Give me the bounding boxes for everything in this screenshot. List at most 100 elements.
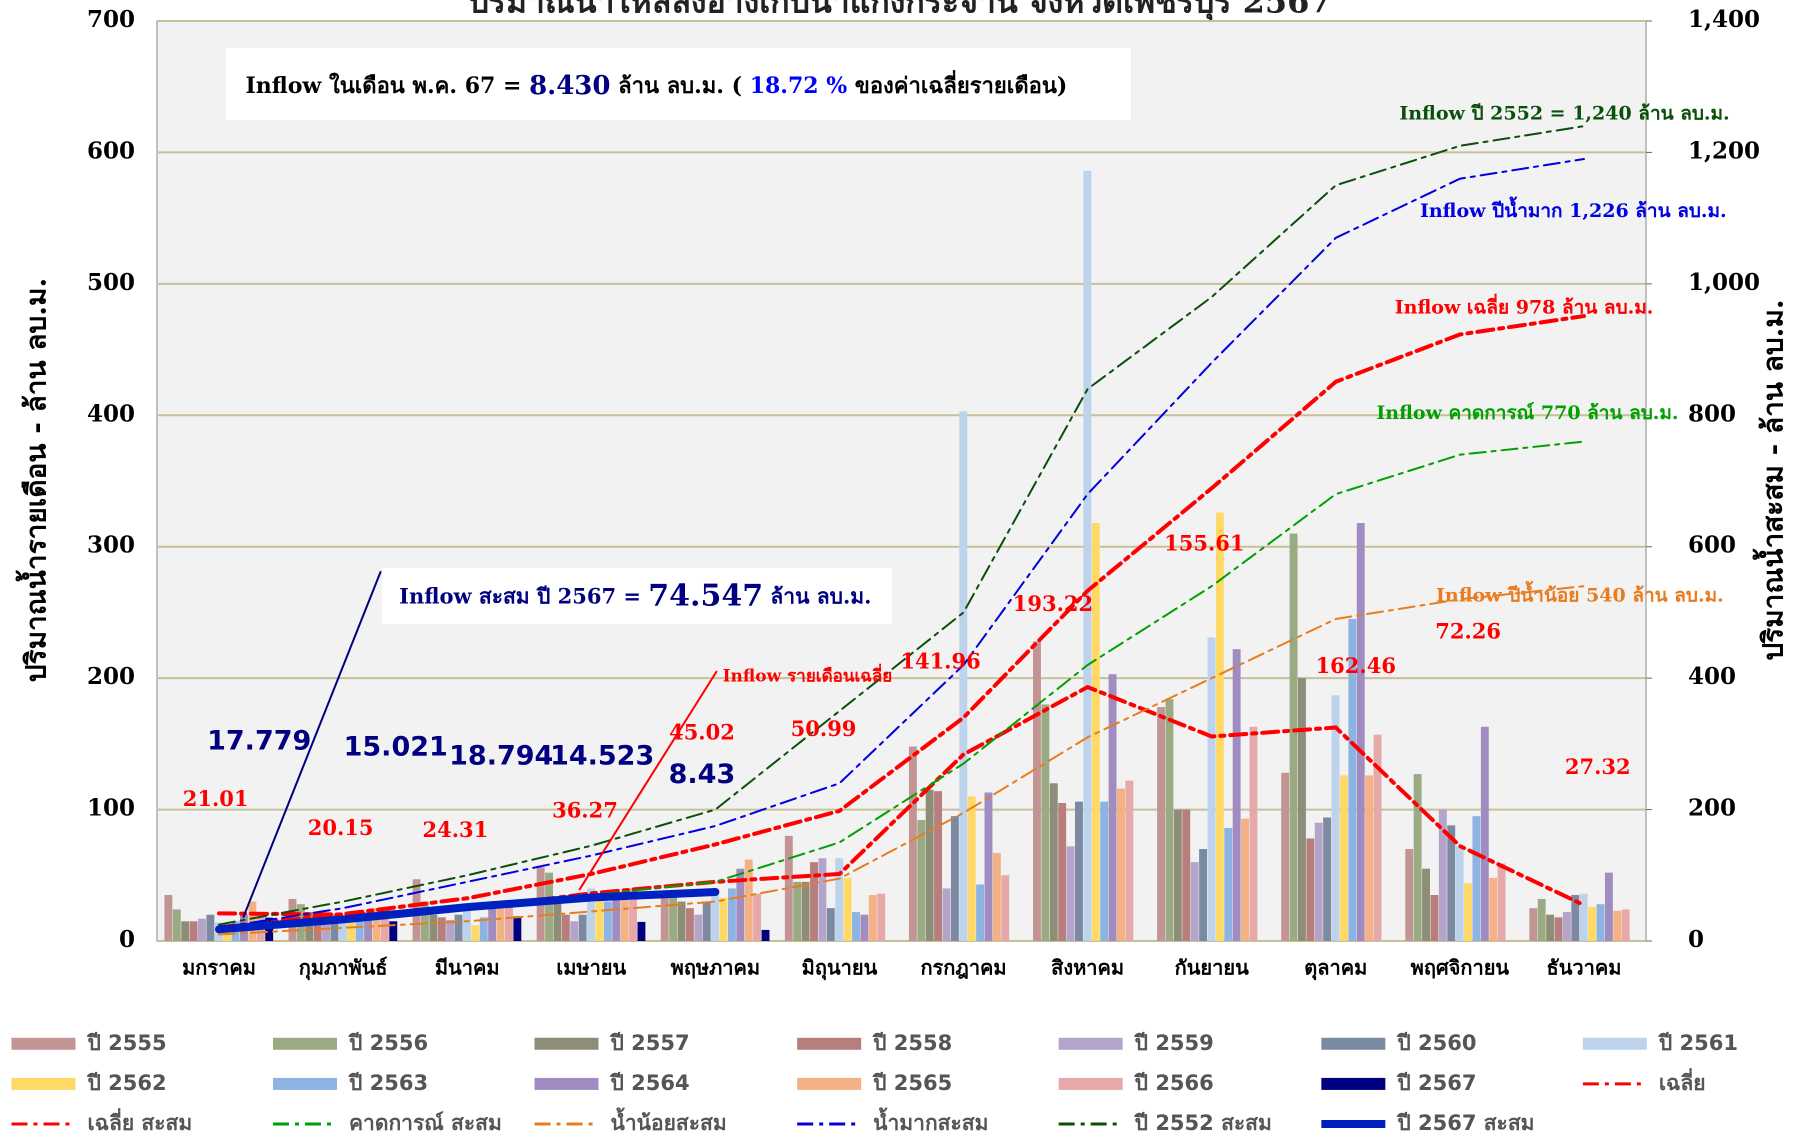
bar bbox=[1224, 827, 1233, 941]
bar bbox=[330, 914, 339, 941]
x-tick-label: ธันวาคม bbox=[1547, 956, 1622, 980]
data-label: 36.27 bbox=[552, 798, 618, 823]
bar bbox=[454, 914, 463, 941]
bar bbox=[942, 888, 951, 941]
bar bbox=[877, 893, 886, 941]
data-label: 162.46 bbox=[1316, 653, 1396, 678]
annotation-part: Inflow ปี 2552 = 1,240 ล้าน ลบ.ม. bbox=[1399, 103, 1729, 125]
bar bbox=[313, 921, 322, 941]
bar bbox=[1554, 917, 1563, 941]
bar bbox=[1083, 170, 1092, 942]
bar bbox=[1125, 780, 1134, 941]
bar bbox=[248, 901, 257, 941]
legend-label: คาดการณ์ สะสม bbox=[349, 1111, 502, 1135]
bar bbox=[496, 908, 505, 941]
x-tick-label: เมษายน bbox=[556, 956, 626, 980]
annotation-part: 74.547 bbox=[648, 579, 763, 614]
y2-tick-label: 800 bbox=[1688, 400, 1736, 427]
bar bbox=[976, 884, 985, 941]
bar bbox=[1537, 898, 1546, 941]
legend-swatch bbox=[797, 1037, 862, 1050]
bar bbox=[1405, 849, 1414, 941]
y2-tick-label: 400 bbox=[1688, 663, 1736, 690]
data-label: 72.26 bbox=[1435, 619, 1501, 644]
bar bbox=[1190, 862, 1199, 941]
bar bbox=[1562, 912, 1571, 941]
bar bbox=[1241, 818, 1250, 941]
bar bbox=[1323, 817, 1332, 941]
bar bbox=[685, 908, 694, 941]
legend-swatch bbox=[797, 1077, 862, 1090]
legend-label: ปี 2567 สะสม bbox=[1396, 1111, 1535, 1135]
bar bbox=[355, 917, 364, 941]
y-tick-label: 700 bbox=[87, 6, 135, 33]
bar bbox=[595, 897, 604, 941]
bar bbox=[917, 820, 926, 941]
annotation-part: ล้าน ลบ.ม. ( bbox=[611, 73, 750, 99]
bar bbox=[1249, 726, 1258, 941]
bar bbox=[1091, 523, 1100, 941]
bar bbox=[677, 901, 686, 941]
bar bbox=[1117, 788, 1125, 941]
x-tick-label: กรกฎาคม bbox=[920, 956, 1006, 980]
pointer bbox=[242, 570, 382, 918]
bar bbox=[1348, 619, 1357, 941]
bar bbox=[669, 895, 678, 941]
bar bbox=[793, 881, 802, 941]
bar bbox=[437, 917, 446, 941]
data-label: 20.15 bbox=[308, 815, 374, 840]
y-tick-label: 600 bbox=[87, 137, 135, 164]
annotation-part: Inflow ในเดือน พ.ค. 67 = bbox=[245, 72, 529, 99]
annotation-part: 18.72 % bbox=[750, 73, 848, 99]
bar bbox=[1173, 809, 1182, 941]
annotation-part: Inflow ปีน้ำน้อย 540 ล้าน ลบ.ม. bbox=[1436, 580, 1724, 606]
bar bbox=[992, 852, 1001, 941]
legend-label: ปี 2563 bbox=[347, 1071, 428, 1095]
legend-label: น้ำมากสะสม bbox=[873, 1107, 988, 1135]
data-label: 17.779 bbox=[207, 726, 311, 757]
data-label: 21.01 bbox=[183, 786, 249, 811]
data-label: 155.61 bbox=[1164, 530, 1244, 555]
bar bbox=[1596, 904, 1605, 941]
bar bbox=[372, 908, 381, 941]
bar bbox=[629, 888, 637, 941]
legend-swatch bbox=[1582, 1037, 1647, 1050]
y2-tick-label: 1,000 bbox=[1688, 269, 1760, 296]
line bbox=[218, 585, 1585, 936]
annotation-part: ล้าน ลบ.ม. bbox=[763, 583, 871, 608]
line bbox=[218, 125, 1585, 926]
data-label: 27.32 bbox=[1565, 754, 1631, 779]
bar bbox=[446, 919, 455, 941]
bar bbox=[561, 914, 570, 941]
bar bbox=[471, 925, 480, 941]
bar bbox=[347, 921, 356, 941]
bar bbox=[1613, 910, 1622, 941]
annotation-box bbox=[226, 48, 1131, 120]
data-label: 193.22 bbox=[1013, 591, 1093, 616]
y2-tick-label: 1,200 bbox=[1688, 137, 1760, 164]
bar bbox=[479, 917, 488, 941]
y2-tick-label: 1,400 bbox=[1688, 6, 1760, 33]
legend-swatch bbox=[1321, 1037, 1386, 1050]
bar bbox=[1207, 637, 1216, 941]
bar bbox=[488, 908, 497, 941]
bar bbox=[660, 891, 669, 941]
bar bbox=[1331, 695, 1340, 941]
legend-label: ปี 2558 bbox=[871, 1031, 952, 1055]
bar bbox=[1033, 641, 1041, 941]
bar bbox=[1041, 704, 1050, 941]
bar bbox=[389, 921, 398, 941]
y2-axis-label: ปริมาณน้ำสะสม - ล้าน ลบ.ม. bbox=[1752, 299, 1790, 660]
legend-label: ปี 2562 bbox=[86, 1071, 167, 1095]
bar bbox=[967, 796, 976, 941]
bar bbox=[570, 921, 579, 941]
bar bbox=[950, 816, 959, 941]
legend-swatch bbox=[534, 1077, 599, 1090]
bar bbox=[694, 914, 703, 941]
legend-label: ปี 2561 bbox=[1657, 1031, 1738, 1055]
y2-tick-label: 600 bbox=[1688, 532, 1736, 559]
data-label: 15.021 bbox=[344, 731, 448, 762]
legend-label: ปี 2556 bbox=[347, 1031, 428, 1055]
annotation: Inflow คาดการณ์ 770 ล้าน ลบ.ม. bbox=[1376, 402, 1678, 424]
bar bbox=[206, 914, 215, 941]
